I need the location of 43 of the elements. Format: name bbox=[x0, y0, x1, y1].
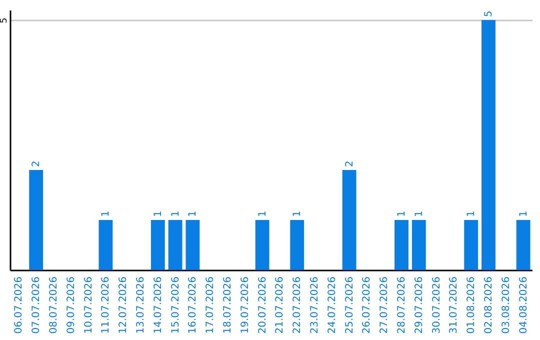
x-tick-label: 29.07.2026 bbox=[414, 276, 425, 334]
data-label: 1 bbox=[170, 210, 182, 217]
x-tick-label: 26.07.2026 bbox=[362, 276, 373, 334]
x-tick-label: 14.07.2026 bbox=[152, 276, 164, 334]
x-tick-label: 25.07.2026 bbox=[344, 276, 356, 334]
data-label: 2 bbox=[31, 160, 42, 167]
x-tick-label: 23.07.2026 bbox=[310, 276, 320, 334]
data-label: 1 bbox=[414, 210, 425, 217]
x-tick-label: 09.07.2026 bbox=[66, 276, 77, 334]
x-tick-label: 12.07.2026 bbox=[118, 276, 130, 334]
data-label: 1 bbox=[466, 210, 478, 217]
data-label: 1 bbox=[518, 210, 530, 217]
data-label: 1 bbox=[152, 210, 164, 217]
x-tick-label: 03.08.2026 bbox=[500, 276, 512, 334]
x-tick-label: 11.07.2026 bbox=[100, 276, 112, 334]
x-tick-label: 27.07.2026 bbox=[379, 276, 390, 334]
x-tick-label: 19.07.2026 bbox=[240, 276, 251, 334]
x-tick-label: 30.07.2026 bbox=[431, 276, 442, 334]
x-tick-label: 21.07.2026 bbox=[274, 276, 286, 334]
x-tick-label: 13.07.2026 bbox=[136, 276, 146, 334]
x-tick-label: 07.07.2026 bbox=[31, 276, 42, 334]
data-label: 1 bbox=[188, 210, 199, 217]
data-label: 1 bbox=[292, 210, 304, 217]
data-label: 5 bbox=[484, 10, 494, 17]
x-tick-label: 04.08.2026 bbox=[518, 276, 530, 334]
data-label: 1 bbox=[257, 210, 268, 217]
x-tick-label: 31.07.2026 bbox=[448, 276, 460, 334]
x-tick-label: 15.07.2026 bbox=[170, 276, 182, 334]
x-tick-label: 08.07.2026 bbox=[48, 276, 60, 334]
data-label: 2 bbox=[344, 160, 356, 167]
x-tick-label: 06.07.2026 bbox=[14, 276, 25, 334]
x-tick-label: 22.07.2026 bbox=[292, 276, 304, 334]
x-tick-label: 24.07.2026 bbox=[326, 276, 338, 334]
x-tick-label: 28.07.2026 bbox=[396, 276, 408, 334]
data-label: 1 bbox=[396, 210, 408, 217]
x-tick-label: 20.07.2026 bbox=[257, 276, 268, 334]
x-tick-label: 01.08.2026 bbox=[466, 276, 478, 334]
x-tick-label: 18.07.2026 bbox=[222, 276, 234, 334]
x-tick-label: 02.08.2026 bbox=[484, 276, 494, 334]
x-tick-label: 10.07.2026 bbox=[83, 276, 94, 334]
data-label: 1 bbox=[100, 210, 112, 217]
x-tick-label: 17.07.2026 bbox=[205, 276, 216, 334]
x-tick-label: 16.07.2026 bbox=[188, 276, 199, 334]
